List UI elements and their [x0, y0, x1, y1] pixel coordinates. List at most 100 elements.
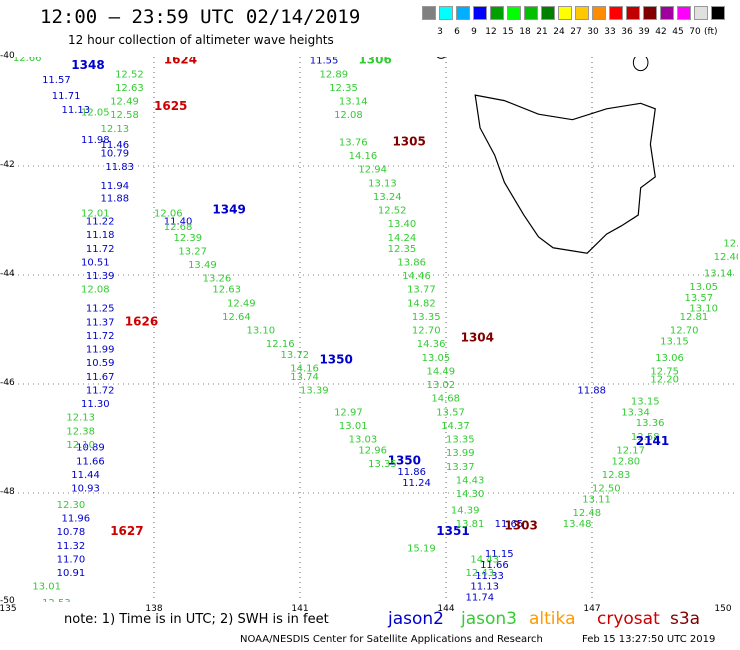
wave-height-point: 12.48 — [573, 508, 602, 519]
wave-height-point: 13.05 — [689, 282, 718, 293]
wave-height-point: 12.05 — [81, 108, 110, 119]
scale-label: 39 — [638, 27, 650, 37]
wave-height-point: 11.15 — [485, 549, 514, 560]
wave-height-point: 10.93 — [71, 484, 100, 495]
legend-item-jason2: jason2 — [388, 609, 444, 629]
wave-height-point: 11.88 — [577, 385, 606, 396]
wave-height-point: 13.35 — [446, 435, 475, 446]
scale-label: 45 — [672, 27, 684, 37]
wave-height-point: 12.58 — [631, 432, 660, 443]
wave-height-point: 13.40 — [388, 219, 417, 230]
island-coastline — [632, 57, 649, 72]
latitude-tick-label: -42 — [0, 160, 15, 170]
longitude-tick-label: 135 — [0, 604, 17, 614]
wave-height-point: 12.53 — [42, 598, 71, 602]
wave-height-point: 12.89 — [319, 69, 348, 80]
scale-swatch — [643, 6, 657, 20]
wave-height-point: 12.35 — [329, 83, 358, 94]
wave-height-point: 11.44 — [71, 470, 100, 481]
wave-height-point: 12.39 — [173, 233, 202, 244]
wave-height-point: 11.83 — [105, 162, 134, 173]
wave-height-point: 13.10 — [246, 326, 275, 337]
wave-height-point: 13.24 — [373, 192, 402, 203]
wave-height-point: 12.13 — [100, 124, 129, 135]
scale-swatch — [558, 6, 572, 20]
scale-swatch — [490, 6, 504, 20]
scale-swatch — [422, 6, 436, 20]
wave-height-point: 13.03 — [349, 435, 378, 446]
wave-height-point: 11.18 — [86, 230, 115, 241]
wave-height-point: 11.99 — [86, 345, 115, 356]
wave-height-point: 11.39 — [86, 271, 115, 282]
pass-time-label: 1626 — [125, 314, 158, 328]
wave-height-point: 13.34 — [621, 407, 650, 418]
wave-height-point: 11.22 — [86, 217, 115, 228]
scale-label: 70 — [689, 27, 701, 37]
wave-height-point: 13.14 — [704, 268, 733, 279]
wave-height-point: 13.10 — [689, 304, 718, 315]
pass-time-label: 1351 — [436, 524, 469, 538]
latitude-tick-label: -48 — [0, 487, 15, 497]
wave-height-point: 12.16 — [266, 339, 295, 350]
wave-height-point: 14.16 — [349, 151, 378, 162]
wave-height-point: 11.55 — [310, 57, 339, 67]
wave-height-point: 13.13 — [368, 178, 397, 189]
wave-height-point: 14.43 — [456, 475, 485, 486]
wave-height-point: 14.46 — [402, 271, 431, 282]
wave-height-point: 13.36 — [636, 418, 665, 429]
scale-label: 6 — [454, 27, 460, 37]
wave-height-point: 11.98 — [81, 135, 110, 146]
wave-height-point: 12.52 — [115, 69, 144, 80]
legend-item-jason3: jason3 — [461, 609, 517, 629]
footnote: note: 1) Time is in UTC; 2) SWH is in fe… — [64, 612, 329, 627]
scale-unit: (ft) — [704, 27, 718, 37]
wave-height-point: 13.35 — [412, 312, 441, 323]
wave-height-point: 13.76 — [339, 137, 368, 148]
wave-height-point: 11.70 — [57, 554, 86, 565]
wave-height-point: 13.02 — [427, 380, 456, 391]
page-title: 12:00 – 23:59 UTC 02/14/2019 — [40, 6, 361, 28]
wave-height-point: 12.40 — [714, 252, 738, 263]
scale-label: 9 — [471, 27, 477, 37]
scale-label: 12 — [485, 27, 497, 37]
island-coastline — [436, 57, 446, 59]
pass-time-label: 1349 — [212, 203, 245, 217]
wave-height-point: 12.63 — [212, 285, 241, 296]
scale-swatch — [456, 6, 470, 20]
wave-height-point: 11.86 — [397, 467, 426, 478]
scale-swatch — [507, 6, 521, 20]
wave-height-point: 10.51 — [81, 257, 110, 268]
wave-height-point: 13.48 — [563, 519, 592, 530]
pass-time-label: 1350 — [319, 352, 352, 366]
wave-height-point: 12.17 — [616, 445, 645, 456]
latitude-tick-label: -44 — [0, 269, 15, 279]
wave-height-point: 11.13 — [62, 105, 91, 116]
wave-height-point: 11.65 — [495, 519, 524, 530]
wave-height-point: 13.27 — [178, 246, 207, 257]
wave-height-point: 12.20 — [650, 375, 679, 386]
wave-height-point: 12.49 — [110, 97, 139, 108]
wave-height-point: 12.08 — [81, 285, 110, 296]
wave-height-point: 12.43 — [465, 568, 494, 579]
scale-swatch — [439, 6, 453, 20]
wave-height-point: 12.38 — [66, 426, 95, 437]
wave-height-point: 11.94 — [100, 181, 129, 192]
scale-swatch — [575, 6, 589, 20]
latitude-tick-label: -46 — [0, 378, 15, 388]
wave-height-point: 12.08 — [334, 110, 363, 121]
longitude-tick-label: 141 — [291, 604, 309, 614]
wave-height-point: 13.39 — [300, 385, 329, 396]
wave-height-point: 13.57 — [436, 407, 465, 418]
wave-height-point: 12.66 — [13, 57, 42, 64]
wave-height-point: 13.05 — [422, 353, 451, 364]
wave-height-point: 11.13 — [470, 582, 499, 593]
wave-height-point: 12.70 — [670, 326, 699, 337]
pass-time-label: 2141 — [636, 434, 669, 448]
wave-height-point: 12.52 — [378, 206, 407, 217]
scale-swatch — [694, 6, 708, 20]
pass-time-label: 1350 — [388, 453, 421, 467]
wave-height-point: 14.39 — [451, 505, 480, 516]
wave-height-point: 11.67 — [86, 372, 115, 383]
map-frame: 11.57 11.71 11.13 11.98 11.46 10.79 11.83 11.94… — [8, 57, 738, 602]
wave-height-point: 11.46 — [100, 140, 129, 151]
